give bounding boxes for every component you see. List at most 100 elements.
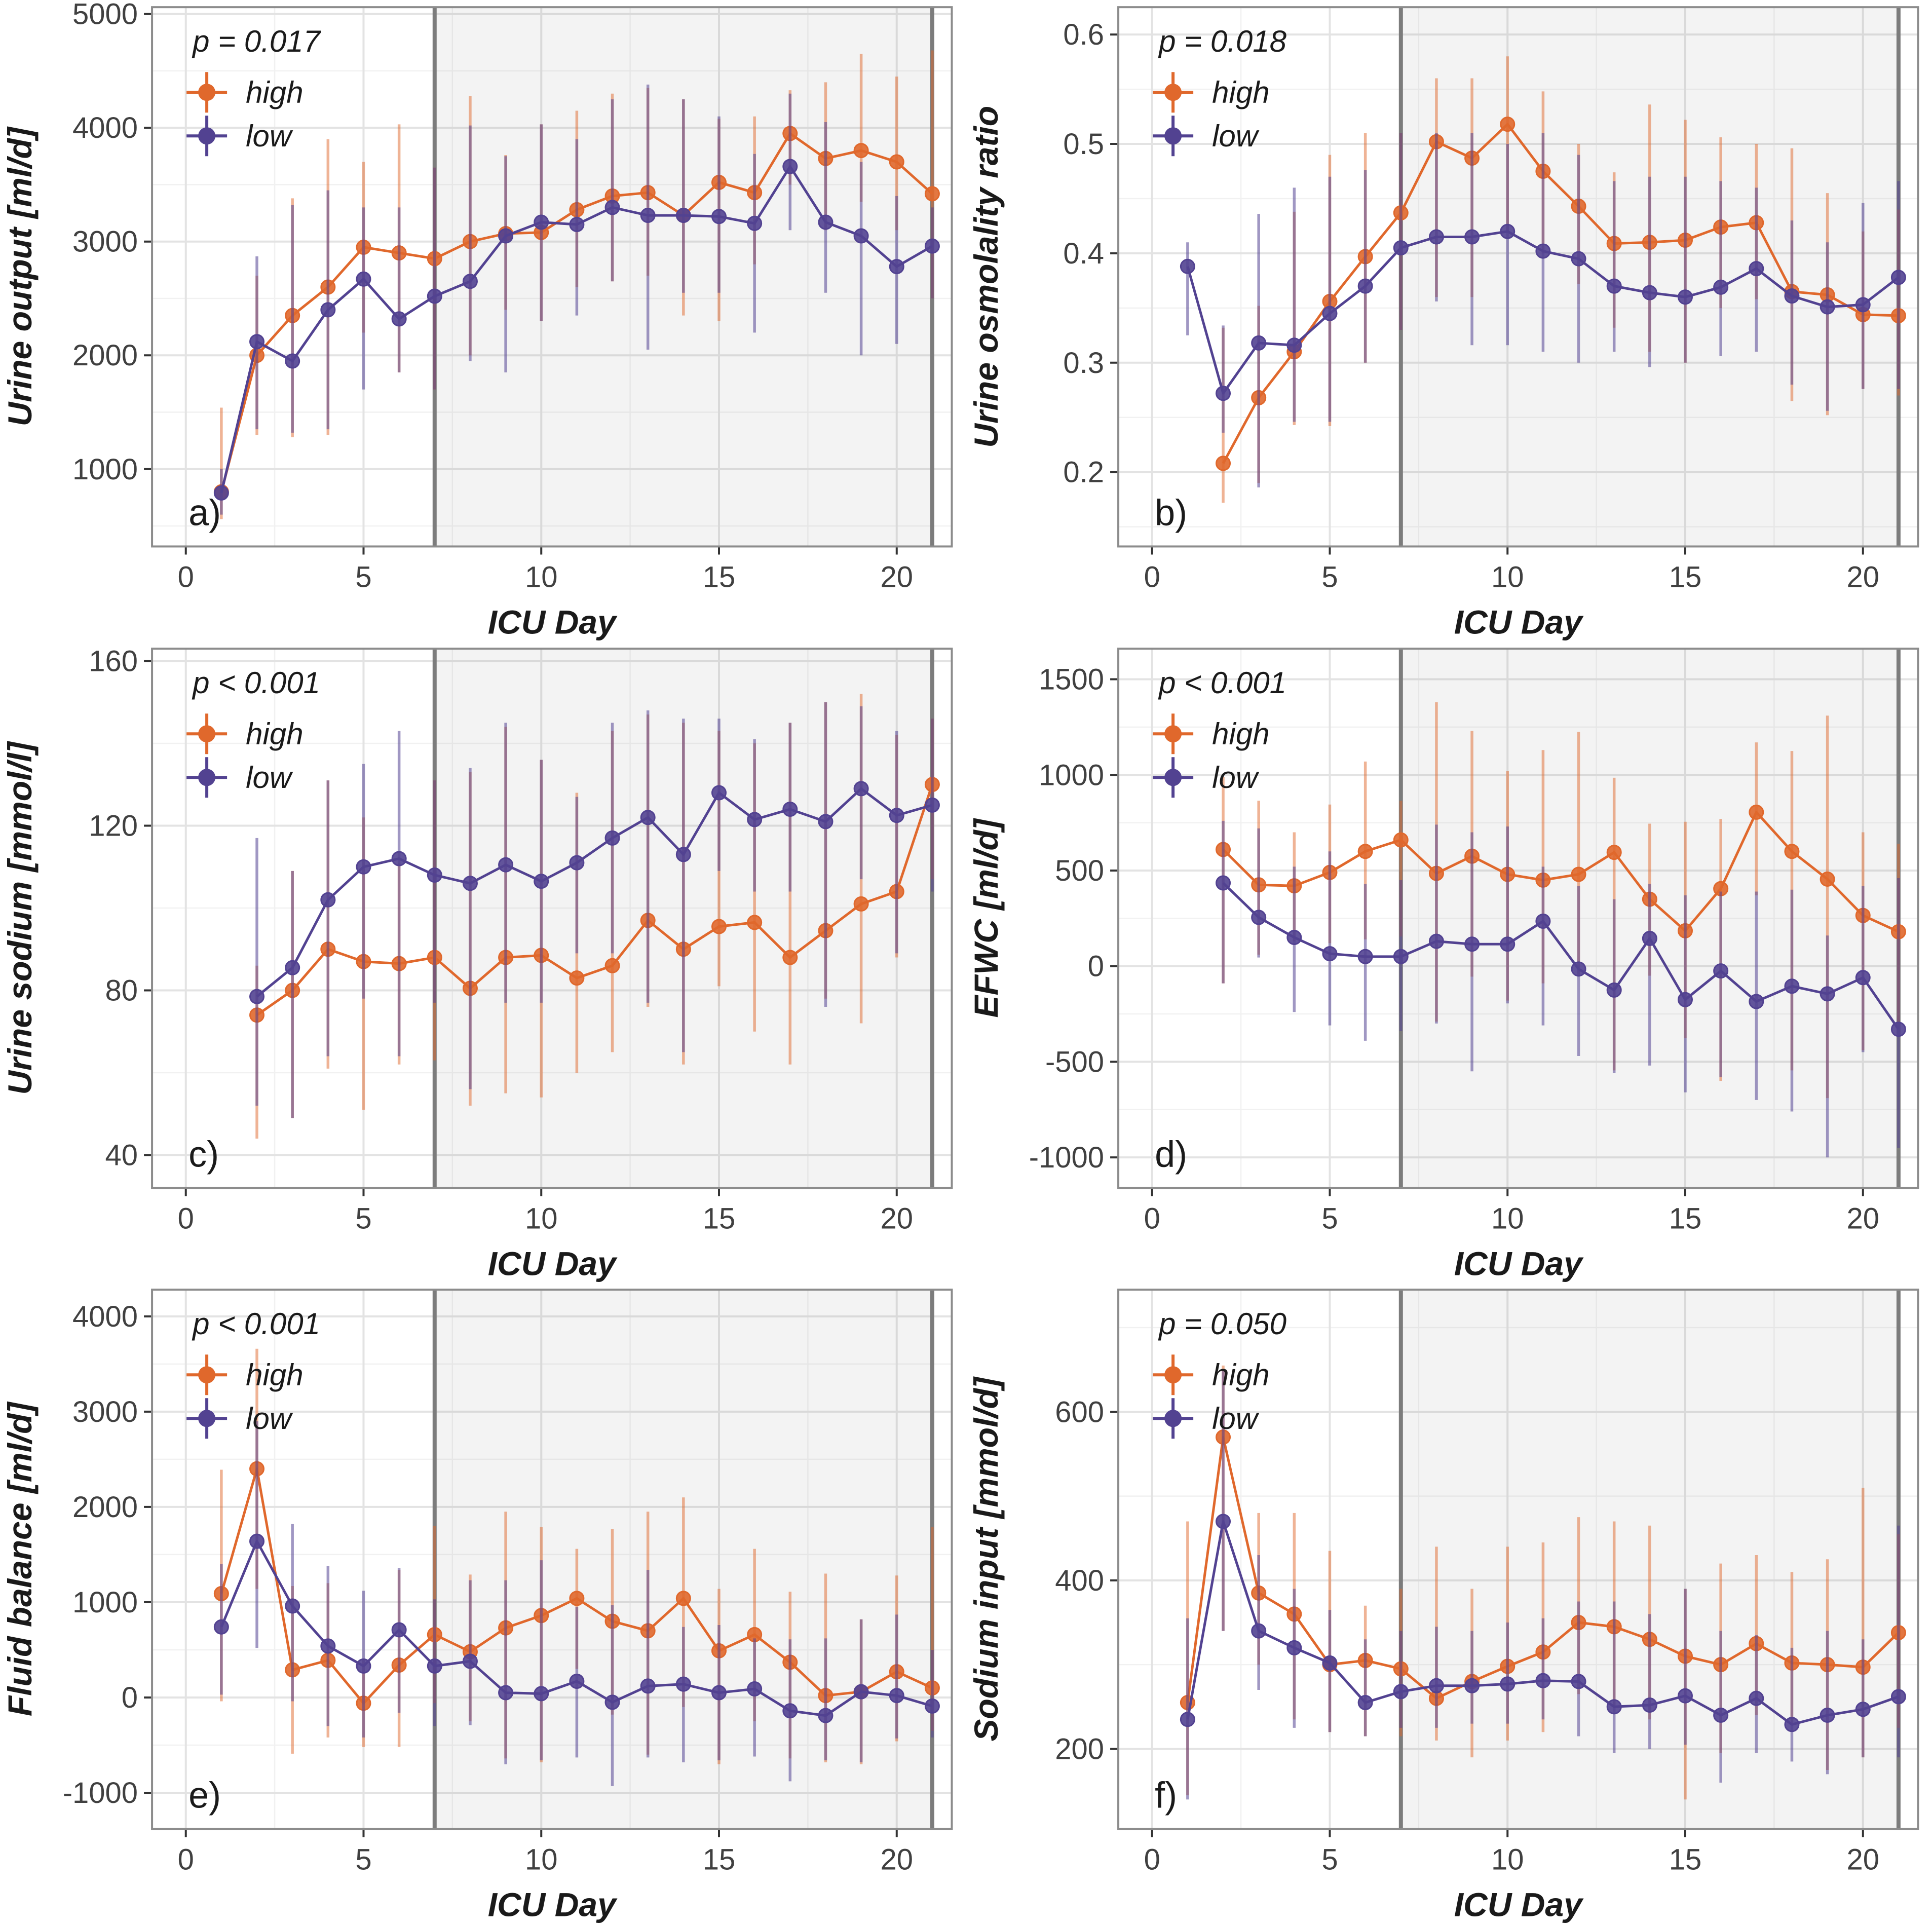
- axis-ticks: [1110, 678, 1864, 1196]
- series-low-points: [1180, 1514, 1906, 1732]
- x-tick-label: 5: [1321, 560, 1338, 593]
- p-value-label: p < 0.001: [192, 1307, 320, 1341]
- y-tick-labels: 200 400 600: [1055, 1396, 1104, 1766]
- x-tick-labels: 0 5 10 15 20: [178, 560, 913, 593]
- legend-key-high: high: [186, 713, 304, 754]
- axis-ticks: [1110, 1411, 1864, 1837]
- grid-minor: [152, 7, 952, 547]
- x-axis-title: ICU Day: [488, 1244, 618, 1282]
- legend-label-high: high: [246, 717, 303, 751]
- x-tick-label: 0: [178, 560, 194, 593]
- x-tick-label: 10: [525, 560, 558, 593]
- x-tick-label: 0: [178, 1202, 194, 1235]
- series-high-line: [1222, 123, 1899, 464]
- panel-border: [151, 6, 953, 548]
- y-tick-label: 80: [105, 974, 138, 1007]
- y-tick-label: 500: [1055, 854, 1104, 887]
- panel-a-chart: 0 5 10 15 20 1000 2000 3000 4000 5000 ICU Day Urine…: [0, 0, 966, 642]
- y-tick-labels: 0.2 0.3 0.4 0.5 0.6: [1063, 18, 1104, 489]
- panel-f-chart: 0 5 10 15 20 200 400 600 ICU Day Sodium input [mm…: [966, 1282, 1932, 1924]
- x-tick-label: 0: [1144, 1202, 1160, 1235]
- series-low-errorbars: [1186, 1370, 1900, 1800]
- legend: p < 0.001 high low: [1152, 666, 1286, 798]
- x-tick-label: 5: [355, 560, 371, 593]
- legend-label-low: low: [246, 1402, 293, 1436]
- grid-minor: [152, 1290, 952, 1829]
- x-tick-label: 20: [1846, 560, 1879, 593]
- legend-label-high: high: [246, 1359, 303, 1392]
- grid-minor: [1118, 648, 1918, 1188]
- x-tick-label: 10: [1491, 560, 1524, 593]
- y-tick-label: -500: [1045, 1045, 1104, 1078]
- legend: p = 0.050 high low: [1152, 1307, 1286, 1439]
- x-tick-labels: 0 5 10 15 20: [1144, 1843, 1879, 1876]
- series-low: [1180, 133, 1906, 487]
- x-axis-title: ICU Day: [1454, 1886, 1583, 1923]
- axis-ticks: [1110, 33, 1864, 555]
- grid-major: [1118, 7, 1918, 547]
- legend: p < 0.001 high low: [186, 666, 320, 798]
- series-low-points: [213, 159, 940, 501]
- panel-letter: f): [1155, 1776, 1177, 1816]
- legend-point-glyph: [198, 1366, 216, 1384]
- panel-letter: d): [1155, 1134, 1187, 1175]
- legend: p = 0.017 high low: [186, 24, 322, 157]
- panel-border: [1117, 6, 1919, 548]
- series-low-points: [1215, 875, 1906, 1037]
- p-value-label: p < 0.001: [192, 666, 320, 700]
- grid-minor: [1118, 7, 1918, 547]
- x-tick-label: 0: [1144, 1843, 1160, 1876]
- legend-key-high: high: [186, 72, 304, 113]
- legend-point-glyph: [1164, 84, 1182, 101]
- panel-letter: a): [188, 493, 221, 533]
- x-tick-label: 15: [703, 1843, 736, 1876]
- y-tick-labels: -1000 0 1000 2000 3000 4000: [63, 1300, 138, 1809]
- x-axis-title: ICU Day: [1454, 603, 1583, 640]
- plot-area: [152, 1290, 952, 1829]
- legend-key-low: low: [1152, 1398, 1259, 1439]
- legend-point-glyph: [198, 127, 216, 145]
- series-low: [1180, 1370, 1906, 1800]
- y-tick-label: 160: [89, 645, 138, 677]
- y-tick-label: 3000: [72, 1395, 138, 1428]
- x-tick-label: 20: [880, 560, 913, 593]
- x-tick-label: 15: [703, 560, 736, 593]
- y-tick-label: 0.6: [1063, 18, 1104, 51]
- y-tick-label: 3000: [72, 225, 138, 258]
- panel-letter: b): [1155, 493, 1187, 533]
- y-axis-title: Urine sodium [mmol/l]: [1, 741, 39, 1095]
- legend-label-high: high: [246, 76, 303, 109]
- x-tick-label: 5: [1321, 1843, 1338, 1876]
- y-tick-label: 0.5: [1063, 128, 1104, 161]
- grid-minor: [152, 648, 952, 1188]
- legend-point-glyph: [1164, 1410, 1182, 1427]
- y-axis-title: EFWC [ml/d]: [967, 818, 1005, 1017]
- y-tick-label: 0.2: [1063, 456, 1104, 489]
- y-tick-label: 400: [1055, 1564, 1104, 1597]
- y-axis-title: Sodium input [mmol/d]: [967, 1376, 1005, 1742]
- y-tick-labels: 40 80 120 160: [89, 645, 138, 1172]
- x-tick-label: 15: [703, 1202, 736, 1235]
- panel-e: 0 5 10 15 20 -1000 0 1000 2000 3000 4000 ICU Day Flu…: [0, 1282, 966, 1924]
- panel-d-chart: 0 5 10 15 20 -1000 -500 0 500 1000 1500 ICU Day EFWC…: [966, 641, 1932, 1283]
- y-axis-title: Fluid balance [ml/d]: [1, 1402, 39, 1717]
- panel-b: 0 5 10 15 20 0.2 0.3 0.4 0.5 0.6 ICU Day Urine osmo…: [966, 0, 1932, 642]
- x-axis-title: ICU Day: [488, 1886, 618, 1923]
- legend: p < 0.001 high low: [186, 1307, 320, 1439]
- x-tick-labels: 0 5 10 15 20: [1144, 1202, 1879, 1235]
- series-low: [1215, 820, 1906, 1157]
- y-tick-label: 1000: [1039, 759, 1104, 791]
- y-axis-title: Urine osmolality ratio: [967, 106, 1005, 448]
- legend-key-high: high: [186, 1354, 304, 1395]
- series-low: [213, 1421, 940, 1787]
- legend-key-low: low: [1152, 116, 1259, 157]
- x-tick-label: 20: [1846, 1843, 1879, 1876]
- x-tick-label: 5: [355, 1202, 371, 1235]
- y-tick-label: -1000: [63, 1777, 138, 1809]
- plot-area: [152, 648, 952, 1188]
- panel-letter: e): [188, 1776, 221, 1816]
- y-tick-labels: -1000 -500 0 500 1000 1500: [1029, 663, 1104, 1174]
- y-tick-label: 4000: [72, 1300, 138, 1333]
- legend-point-glyph: [198, 84, 216, 101]
- panel-border: [1117, 647, 1919, 1189]
